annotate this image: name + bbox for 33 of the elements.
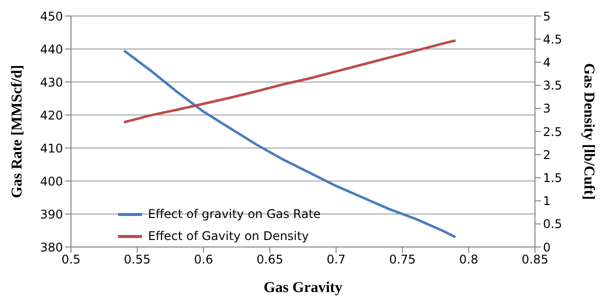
x-tick-label: 0.7 bbox=[326, 252, 346, 267]
y2-tick-label: 3 bbox=[543, 102, 551, 116]
y2-tick-label: 5 bbox=[543, 9, 551, 24]
y2-tick-label: 4 bbox=[543, 55, 551, 70]
line-series bbox=[122, 39, 457, 124]
x-tick-label: 0.85 bbox=[522, 252, 548, 267]
x-tick-label: 0.75 bbox=[389, 252, 416, 267]
x-tick-label: 0.55 bbox=[124, 252, 151, 267]
y2-tick-label: 0 bbox=[543, 240, 551, 254]
y-tick-label: 440 bbox=[40, 42, 63, 56]
legend-label: Effect of Gavity on Density bbox=[148, 229, 309, 243]
y-tick-label: 420 bbox=[40, 108, 63, 122]
x-tick-label: 0.65 bbox=[256, 252, 284, 267]
y2-tick-label: 1 bbox=[543, 194, 551, 208]
y2-tick-label: 3.5 bbox=[543, 78, 562, 93]
y-tick-label: 450 bbox=[40, 9, 63, 24]
y2-tick-label: 2.5 bbox=[543, 124, 562, 139]
y-tick-label: 380 bbox=[40, 240, 63, 254]
x-tick-label: 0.5 bbox=[61, 252, 81, 267]
x-tick-label: 0.6 bbox=[194, 252, 214, 267]
legend-label: Effect of gravity on Gas Rate bbox=[148, 207, 321, 221]
y-tick-label: 410 bbox=[40, 141, 63, 156]
y2-tick-label: 2 bbox=[543, 148, 551, 162]
x-tick-label: 0.8 bbox=[459, 252, 478, 267]
y2-tick-label: 0.5 bbox=[543, 217, 562, 232]
y2-tick-label: 4.5 bbox=[543, 32, 562, 46]
y-axis-title: Gas Rate [MMScf/d] bbox=[9, 64, 26, 198]
y-tick-label: 430 bbox=[40, 75, 63, 90]
y2-tick-label: 1.5 bbox=[543, 170, 562, 185]
y2-axis-title: Gas Density [lb/Cuft] bbox=[580, 63, 597, 200]
y-tick-label: 400 bbox=[40, 174, 63, 188]
y-tick-label: 390 bbox=[40, 207, 63, 222]
x-axis-title: Gas Gravity bbox=[264, 280, 343, 296]
